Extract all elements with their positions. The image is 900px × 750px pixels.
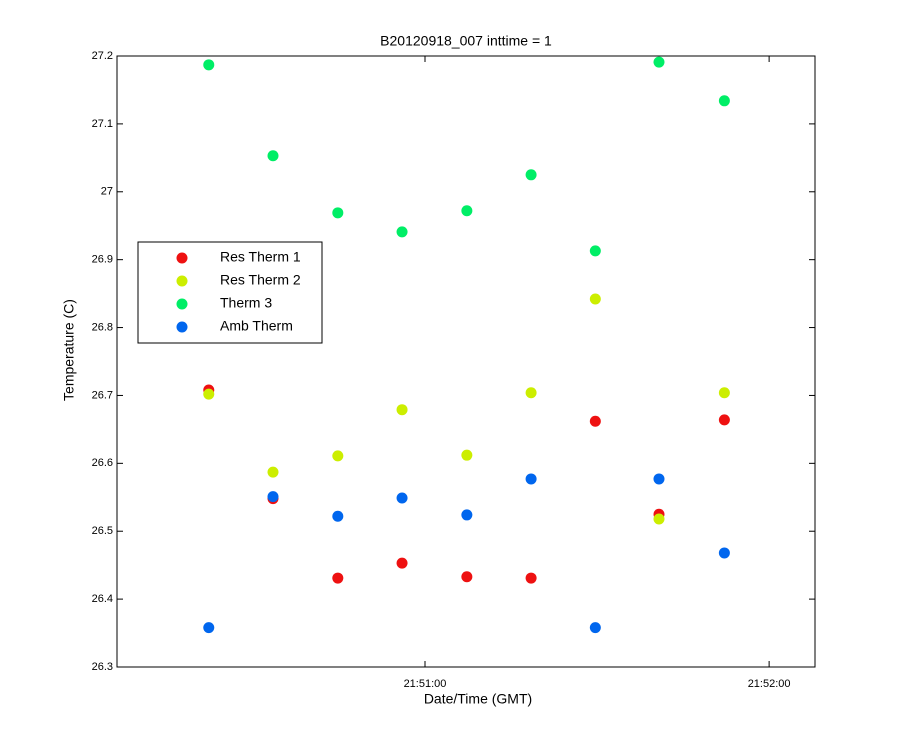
data-point	[332, 450, 344, 462]
y-axis-label: Temperature (C)	[61, 299, 77, 401]
data-point	[396, 492, 408, 504]
data-point	[461, 449, 473, 461]
data-point	[396, 226, 408, 238]
data-point	[525, 169, 537, 181]
legend-marker	[176, 298, 188, 310]
data-point	[525, 473, 537, 485]
legend-label: Res Therm 2	[220, 272, 301, 288]
legend-label: Amb Therm	[220, 318, 293, 334]
data-point	[461, 205, 473, 217]
y-tick-label: 26.3	[92, 661, 113, 673]
data-point	[461, 571, 473, 583]
data-point	[718, 387, 730, 399]
data-point	[203, 388, 215, 400]
y-tick-label: 26.4	[92, 593, 113, 605]
data-point	[203, 622, 215, 634]
legend-box	[137, 241, 323, 344]
legend-marker	[176, 321, 188, 333]
data-point	[718, 414, 730, 426]
data-point	[267, 150, 279, 162]
data-point	[332, 572, 344, 584]
plot-frame	[116, 55, 816, 668]
data-point	[396, 557, 408, 569]
data-point	[525, 572, 537, 584]
data-point	[203, 59, 215, 71]
y-tick-label: 27.2	[92, 50, 113, 62]
data-point	[267, 466, 279, 478]
x-axis-label: Date/Time (GMT)	[424, 691, 532, 707]
data-point	[589, 415, 601, 427]
y-tick-label: 27	[101, 186, 113, 198]
data-point	[267, 491, 279, 503]
legend-marker	[176, 252, 188, 264]
data-point	[653, 513, 665, 525]
legend-marker	[176, 275, 188, 287]
y-tick-label: 26.6	[92, 457, 113, 469]
data-point	[589, 622, 601, 634]
x-tick-label: 21:52:00	[748, 678, 791, 690]
data-point	[461, 509, 473, 521]
y-tick-label: 26.7	[92, 389, 113, 401]
y-tick-label: 27.1	[92, 118, 113, 130]
data-point	[653, 56, 665, 68]
data-point	[525, 387, 537, 399]
data-point	[396, 404, 408, 416]
chart-title: B20120918_007 inttime = 1	[380, 33, 552, 49]
data-point	[589, 245, 601, 257]
y-tick-label: 26.5	[92, 525, 113, 537]
data-point	[718, 95, 730, 107]
legend-label: Therm 3	[220, 295, 272, 311]
x-tick-label: 21:51:00	[404, 678, 447, 690]
data-point	[589, 293, 601, 305]
data-point	[653, 473, 665, 485]
data-point	[332, 207, 344, 219]
data-point	[332, 510, 344, 522]
data-point	[718, 547, 730, 559]
legend-label: Res Therm 1	[220, 249, 301, 265]
y-tick-label: 26.9	[92, 254, 113, 266]
y-tick-label: 26.8	[92, 321, 113, 333]
